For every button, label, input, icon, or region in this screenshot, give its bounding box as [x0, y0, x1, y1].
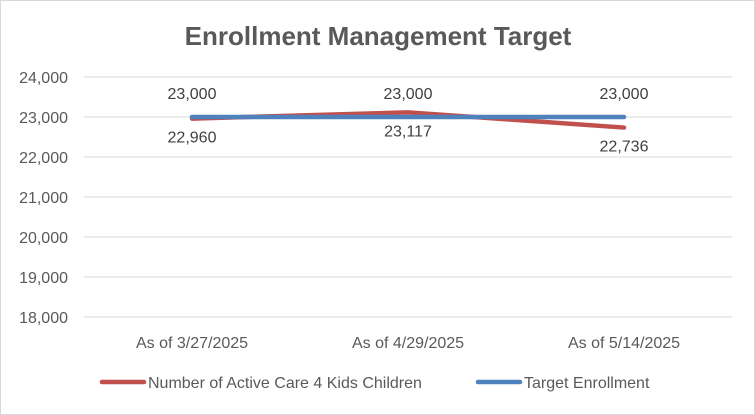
data-labels: 23,000 23,000 23,000 22,960 23,117 22,736 — [168, 86, 649, 156]
y-tick-label: 18,000 — [19, 310, 68, 327]
data-label-actual: 22,960 — [168, 130, 217, 147]
x-tick-label: As of 4/29/2025 — [352, 335, 464, 352]
data-label-actual: 22,736 — [600, 139, 649, 156]
x-tick-label: As of 5/14/2025 — [568, 335, 680, 352]
y-axis-tick-labels: 18,000 19,000 20,000 21,000 22,000 23,000 24,0… — [19, 70, 68, 327]
x-axis-tick-labels: As of 3/27/2025 As of 4/29/2025 As of 5/14… — [136, 335, 680, 352]
chart-title: Enrollment Management Target — [185, 21, 572, 51]
legend: Number of Active Care 4 Kids Children Tar… — [99, 375, 650, 392]
series-lines — [189, 110, 627, 130]
legend-label-1: Target Enrollment — [524, 375, 650, 392]
y-tick-label: 21,000 — [19, 190, 68, 207]
y-tick-label: 23,000 — [19, 110, 68, 127]
y-tick-label: 19,000 — [19, 270, 68, 287]
legend-label-0: Number of Active Care 4 Kids Children — [148, 375, 422, 392]
x-tick-label: As of 3/27/2025 — [136, 335, 248, 352]
data-label-target: 23,000 — [600, 86, 649, 103]
data-label-target: 23,000 — [384, 86, 433, 103]
y-tick-label: 20,000 — [19, 230, 68, 247]
y-tick-label: 24,000 — [19, 70, 68, 87]
data-label-actual: 23,117 — [384, 123, 432, 140]
y-tick-label: 22,000 — [19, 150, 68, 167]
data-label-target: 23,000 — [168, 86, 217, 103]
